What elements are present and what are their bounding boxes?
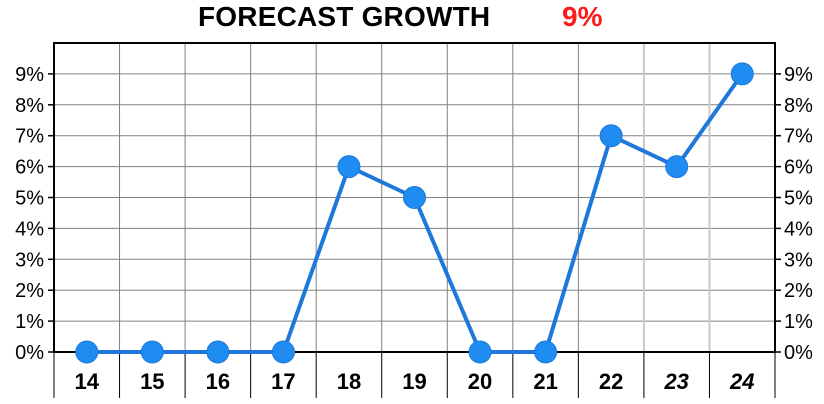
y-tick-label-left: 4% xyxy=(15,218,44,240)
data-point xyxy=(271,340,295,364)
x-tick-label: 16 xyxy=(206,369,230,394)
data-point xyxy=(75,340,99,364)
y-tick-label-right: 3% xyxy=(784,249,813,271)
y-tick-label-left: 8% xyxy=(15,95,44,117)
y-tick-label-right: 6% xyxy=(784,157,813,179)
y-tick-label-left: 6% xyxy=(15,157,44,179)
y-tick-label-right: 1% xyxy=(784,311,813,333)
y-tick-label-left: 3% xyxy=(15,249,44,271)
x-tick-label: 18 xyxy=(337,369,361,394)
y-tick-label-right: 5% xyxy=(784,188,813,210)
data-point xyxy=(534,340,558,364)
y-tick-label-right: 0% xyxy=(784,342,813,364)
x-tick-label: 21 xyxy=(533,369,557,394)
chart-title-text: FORECAST GROWTH xyxy=(198,1,491,32)
y-tick-label-right: 9% xyxy=(784,64,813,86)
x-tick-label: 20 xyxy=(468,369,492,394)
x-tick-label: 14 xyxy=(75,369,100,394)
x-tick-label: 17 xyxy=(271,369,295,394)
data-point xyxy=(599,124,623,148)
x-tick-label: 15 xyxy=(140,369,164,394)
data-point xyxy=(730,62,754,86)
data-point xyxy=(468,340,492,364)
data-point xyxy=(403,186,426,209)
chart-title-value: 9% xyxy=(562,1,603,32)
x-tick-label: 22 xyxy=(599,369,623,394)
y-tick-label-left: 2% xyxy=(15,280,44,302)
chart-title: FORECAST GROWTH 9% xyxy=(0,0,824,36)
data-point xyxy=(140,340,164,364)
x-tick-label: 24 xyxy=(729,369,754,394)
y-tick-label-right: 7% xyxy=(784,126,813,148)
y-tick-label-right: 4% xyxy=(784,218,813,240)
y-tick-label-left: 1% xyxy=(15,311,44,333)
y-tick-label-left: 5% xyxy=(15,188,44,210)
y-tick-label-left: 9% xyxy=(15,64,44,86)
y-tick-label-right: 8% xyxy=(784,95,813,117)
y-tick-label-left: 0% xyxy=(15,342,44,364)
y-tick-label-left: 7% xyxy=(15,126,44,148)
x-tick-label: 19 xyxy=(402,369,426,394)
data-point xyxy=(337,155,361,179)
x-tick-label: 23 xyxy=(663,369,688,394)
data-point xyxy=(665,155,689,179)
data-point xyxy=(206,340,230,364)
y-tick-label-right: 2% xyxy=(784,280,813,302)
